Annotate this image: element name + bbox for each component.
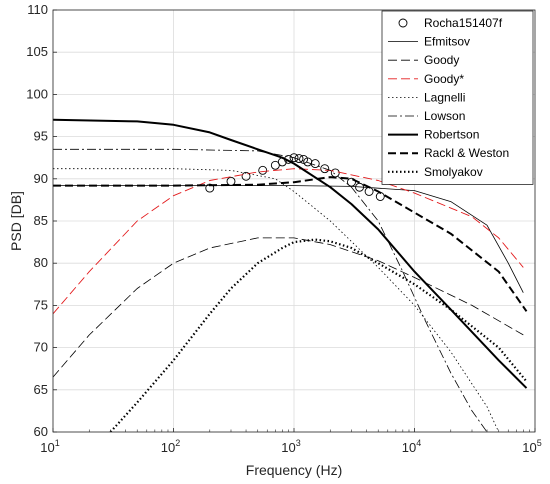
legend-label-lagnelli: Lagnelli xyxy=(424,90,465,104)
y-axis-ticks: 60 65 70 75 80 85 90 95 100 105 110 xyxy=(26,2,57,439)
legend-label-goody: Goody xyxy=(424,53,459,67)
data-point-rocha151407f xyxy=(320,164,330,174)
series-layer xyxy=(53,118,528,432)
y-axis-label: PSD [DB] xyxy=(8,191,24,251)
y-tick-label: 85 xyxy=(34,213,48,228)
data-point-rocha151407f xyxy=(330,168,340,178)
x-tick-label: 102 xyxy=(161,438,180,455)
data-point-rocha151407f xyxy=(294,154,304,163)
legend-label-efmitsov: Efmitsov xyxy=(424,35,470,49)
legend-label-lowson: Lowson xyxy=(424,109,465,123)
series-line-rackl-weston xyxy=(53,176,528,312)
x-axis-ticks: 101 102 103 104 105 xyxy=(40,428,542,455)
series-line-goody xyxy=(53,168,524,315)
legend-box xyxy=(381,10,534,185)
y-tick-label: 90 xyxy=(34,171,48,186)
data-point-rocha151407f xyxy=(258,165,268,175)
data-point-rocha151407f xyxy=(364,187,374,196)
series-line-lagnelli xyxy=(53,168,500,432)
legend-label-rackl-weston: Rackl & Weston xyxy=(424,146,509,160)
y-tick-label: 75 xyxy=(34,297,48,312)
x-axis-label: Frequency (Hz) xyxy=(246,462,342,478)
data-point-rocha151407f xyxy=(270,160,280,170)
x-tick-label: 105 xyxy=(522,438,541,455)
legend-label-robertson: Robertson xyxy=(424,128,479,142)
data-point-rocha151407f xyxy=(205,183,215,193)
series-line-efmitsov xyxy=(53,185,524,293)
x-tick-label: 101 xyxy=(40,438,59,455)
legend-marker-rocha151407f xyxy=(398,18,408,28)
series-line-goody xyxy=(53,237,524,378)
series-line-lowson xyxy=(53,148,488,432)
x-tick-label: 103 xyxy=(281,438,300,455)
series-line-smolyakov xyxy=(109,238,528,432)
x-tick-label: 104 xyxy=(402,438,421,455)
y-tick-label: 100 xyxy=(26,86,48,101)
legend-label-goody: Goody* xyxy=(424,72,464,86)
data-point-rocha151407f xyxy=(289,153,299,163)
data-point-rocha151407f xyxy=(241,171,251,181)
y-tick-label: 80 xyxy=(34,255,48,270)
y-tick-label: 65 xyxy=(34,382,48,397)
y-tick-label: 60 xyxy=(34,424,48,439)
y-tick-label: 110 xyxy=(27,2,48,17)
y-tick-label: 105 xyxy=(26,44,48,59)
legend: Rocha151407f Efmitsov Goody Goody* Lagnelli L… xyxy=(381,10,534,185)
legend-label-rocha151407f: Rocha151407f xyxy=(424,16,503,30)
legend-label-smolyakov: Smolyakov xyxy=(424,165,483,179)
y-tick-label: 95 xyxy=(34,129,48,144)
series-line-robertson xyxy=(53,118,528,389)
y-tick-label: 70 xyxy=(34,340,48,355)
